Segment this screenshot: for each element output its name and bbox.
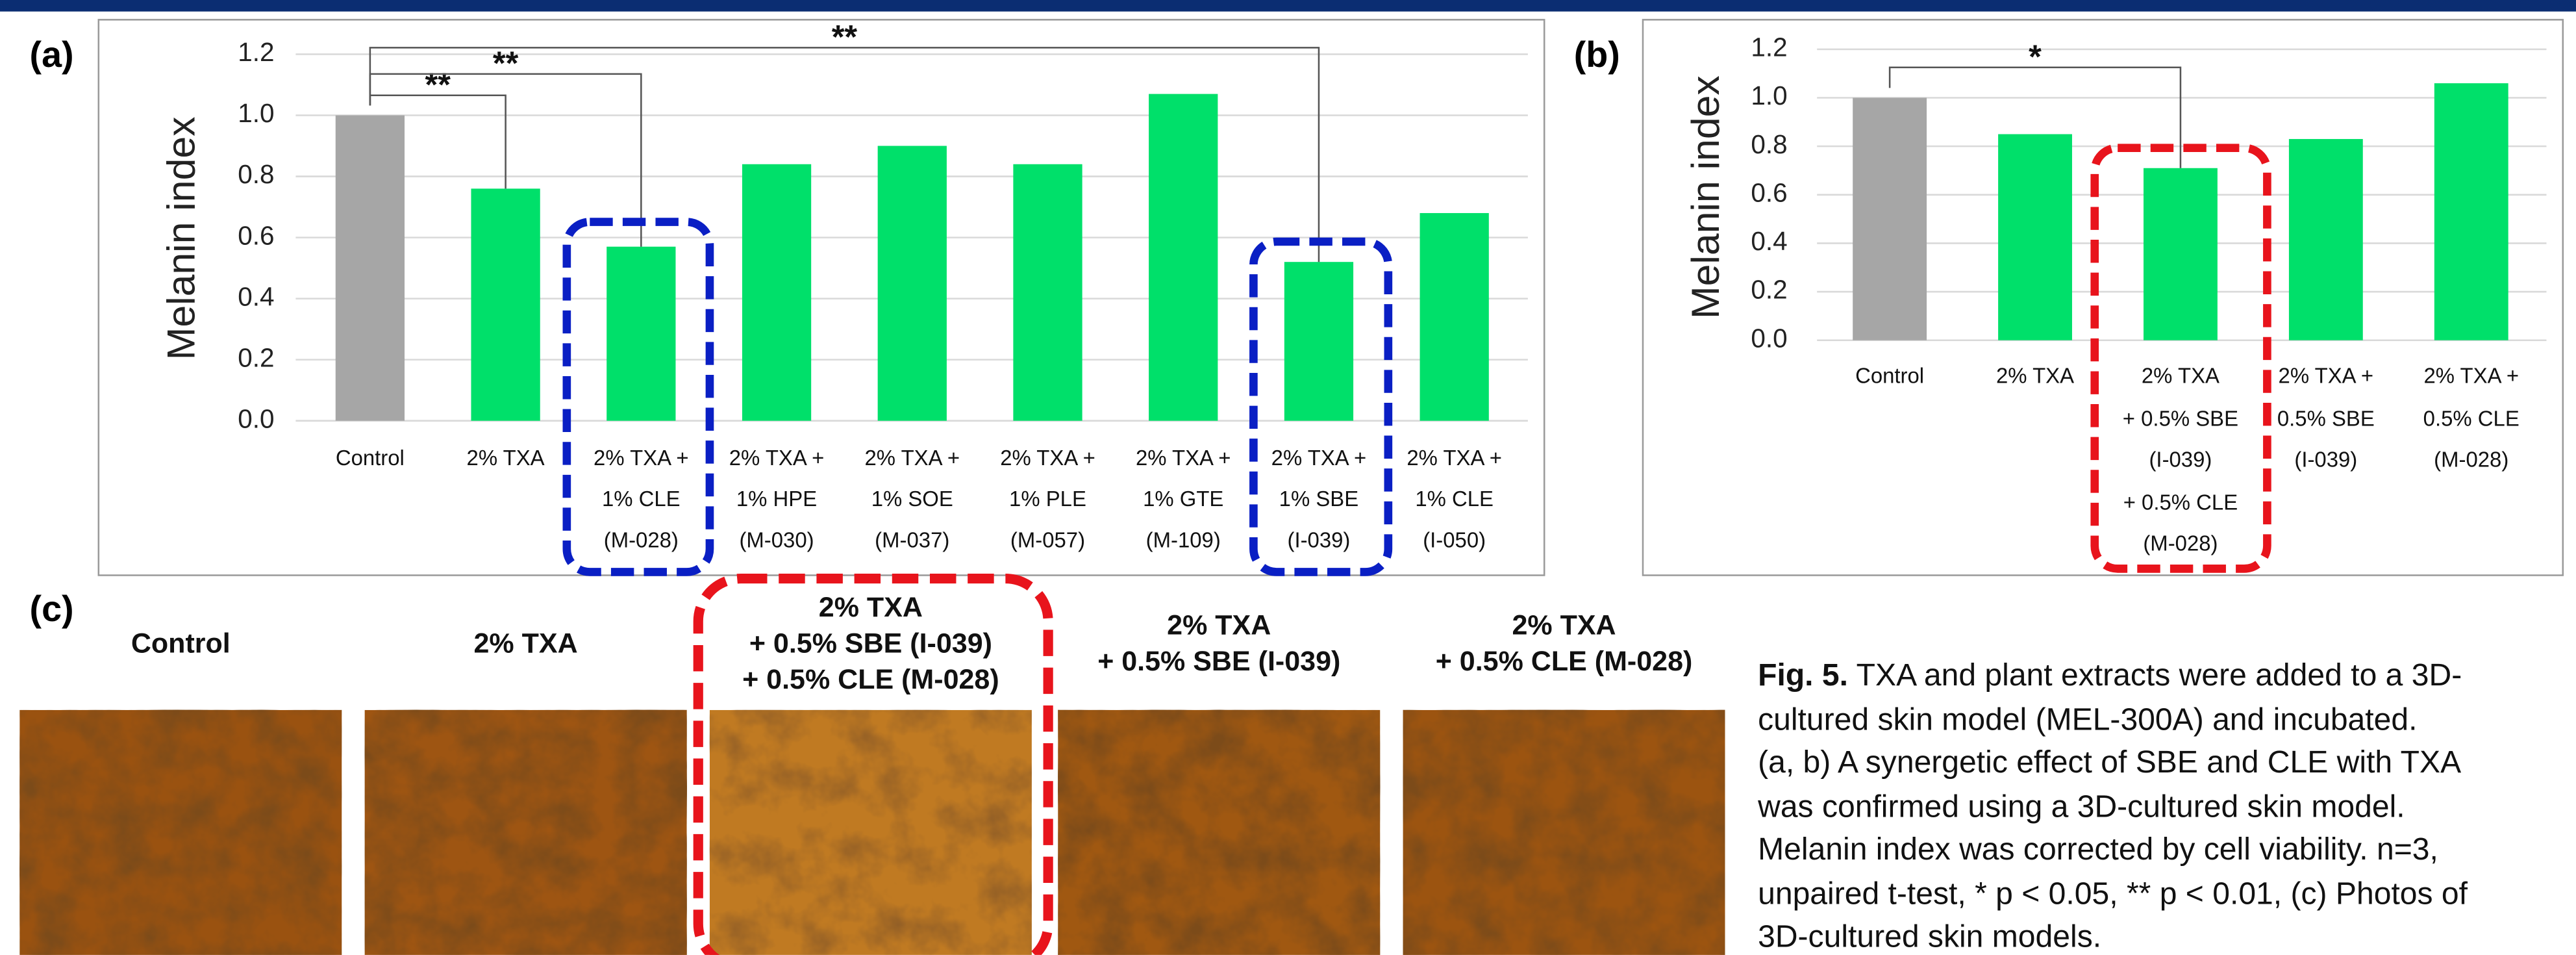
- x-tick-label: 2% TXA + 0.5% CLE (M-028): [2397, 355, 2545, 481]
- x-tick-label: 2% TXA + 0.5% SBE (I-039): [2252, 355, 2400, 481]
- bar: [2289, 139, 2363, 340]
- y-tick-label: 1.2: [1751, 32, 1787, 62]
- photo-title: 2% TXA + 0.5% CLE (M-028): [1383, 608, 1745, 680]
- bar: [1013, 164, 1082, 421]
- y-tick-label: 0.0: [238, 403, 274, 433]
- x-tick-label: 2% TXA + 1% PLE (M-057): [974, 437, 1122, 561]
- y-axis-title: Melanin index: [1683, 75, 1727, 319]
- caption: Fig. 5.TXA and plant extracts were added…: [1758, 656, 2563, 955]
- caption-label: Fig. 5.: [1758, 659, 1848, 694]
- bar: [1284, 262, 1353, 420]
- y-tick-label: 1.0: [1751, 81, 1787, 110]
- bar: [878, 146, 947, 421]
- x-tick-label: 2% TXA + 1% GTE (M-109): [1109, 437, 1257, 561]
- bar: [2144, 168, 2218, 340]
- bar: [471, 188, 540, 420]
- bar: [742, 164, 811, 421]
- bar: [606, 247, 675, 421]
- page: (a)Melanin index0.00.20.40.60.81.01.2***…: [0, 0, 2576, 955]
- y-tick-label: 0.6: [238, 220, 274, 250]
- photo-texture: [1058, 710, 1380, 955]
- bar: [1149, 94, 1218, 421]
- photo-title: 2% TXA + 0.5% SBE (I-039): [1038, 608, 1400, 680]
- photo-texture: [1403, 710, 1725, 955]
- photo-title: 2% TXA: [345, 626, 707, 663]
- photo-title: Control: [0, 626, 362, 663]
- photo-texture: [19, 710, 342, 955]
- y-tick-label: 0.4: [1751, 226, 1787, 256]
- panel-label: (b): [1574, 34, 1620, 75]
- x-tick-label: Control: [296, 437, 444, 478]
- significance-label: **: [425, 66, 451, 103]
- figure: (a)Melanin index0.00.20.40.60.81.01.2***…: [0, 0, 2576, 955]
- bar: [1420, 213, 1489, 421]
- y-tick-label: 0.2: [1751, 275, 1787, 305]
- y-tick-label: 0.6: [1751, 177, 1787, 207]
- photo-title: 2% TXA + 0.5% SBE (I-039) + 0.5% CLE (M-…: [690, 590, 1052, 698]
- x-tick-label: 2% TXA + 1% HPE (M-030): [703, 437, 851, 561]
- y-tick-label: 0.8: [238, 159, 274, 189]
- y-axis-title: Melanin index: [158, 117, 203, 361]
- bar: [2434, 83, 2508, 340]
- caption-text: TXA and plant extracts were added to a 3…: [1758, 659, 2468, 955]
- x-tick-label: 2% TXA: [1961, 355, 2109, 397]
- bar: [1853, 98, 1927, 340]
- x-tick-label: 2% TXA: [432, 437, 580, 478]
- panel-label: (c): [30, 589, 74, 629]
- y-tick-label: 0.4: [238, 281, 274, 311]
- x-tick-label: 2% TXA + 1% CLE (I-050): [1381, 437, 1529, 561]
- x-tick-label: Control: [1816, 355, 1964, 397]
- bar: [1998, 134, 2072, 340]
- significance-label: *: [2029, 38, 2042, 75]
- bar: [336, 116, 405, 421]
- photo-texture: [365, 710, 687, 955]
- y-tick-label: 1.2: [238, 37, 274, 67]
- significance-label: **: [832, 18, 858, 55]
- x-tick-label: 2% TXA + 1% CLE (M-028): [567, 437, 715, 561]
- photo-texture: [710, 710, 1032, 955]
- significance-label: **: [493, 45, 519, 82]
- y-tick-label: 1.0: [238, 98, 274, 128]
- x-tick-label: 2% TXA + 0.5% SBE (I-039) + 0.5% CLE (M-…: [2107, 355, 2255, 565]
- y-tick-label: 0.0: [1751, 323, 1787, 353]
- header-bar: [0, 0, 2576, 12]
- x-tick-label: 2% TXA + 1% SBE (I-039): [1245, 437, 1393, 561]
- y-tick-label: 0.2: [238, 342, 274, 372]
- panel-label: (a): [30, 34, 74, 75]
- x-tick-label: 2% TXA + 1% SOE (M-037): [838, 437, 986, 561]
- y-tick-label: 0.8: [1751, 129, 1787, 159]
